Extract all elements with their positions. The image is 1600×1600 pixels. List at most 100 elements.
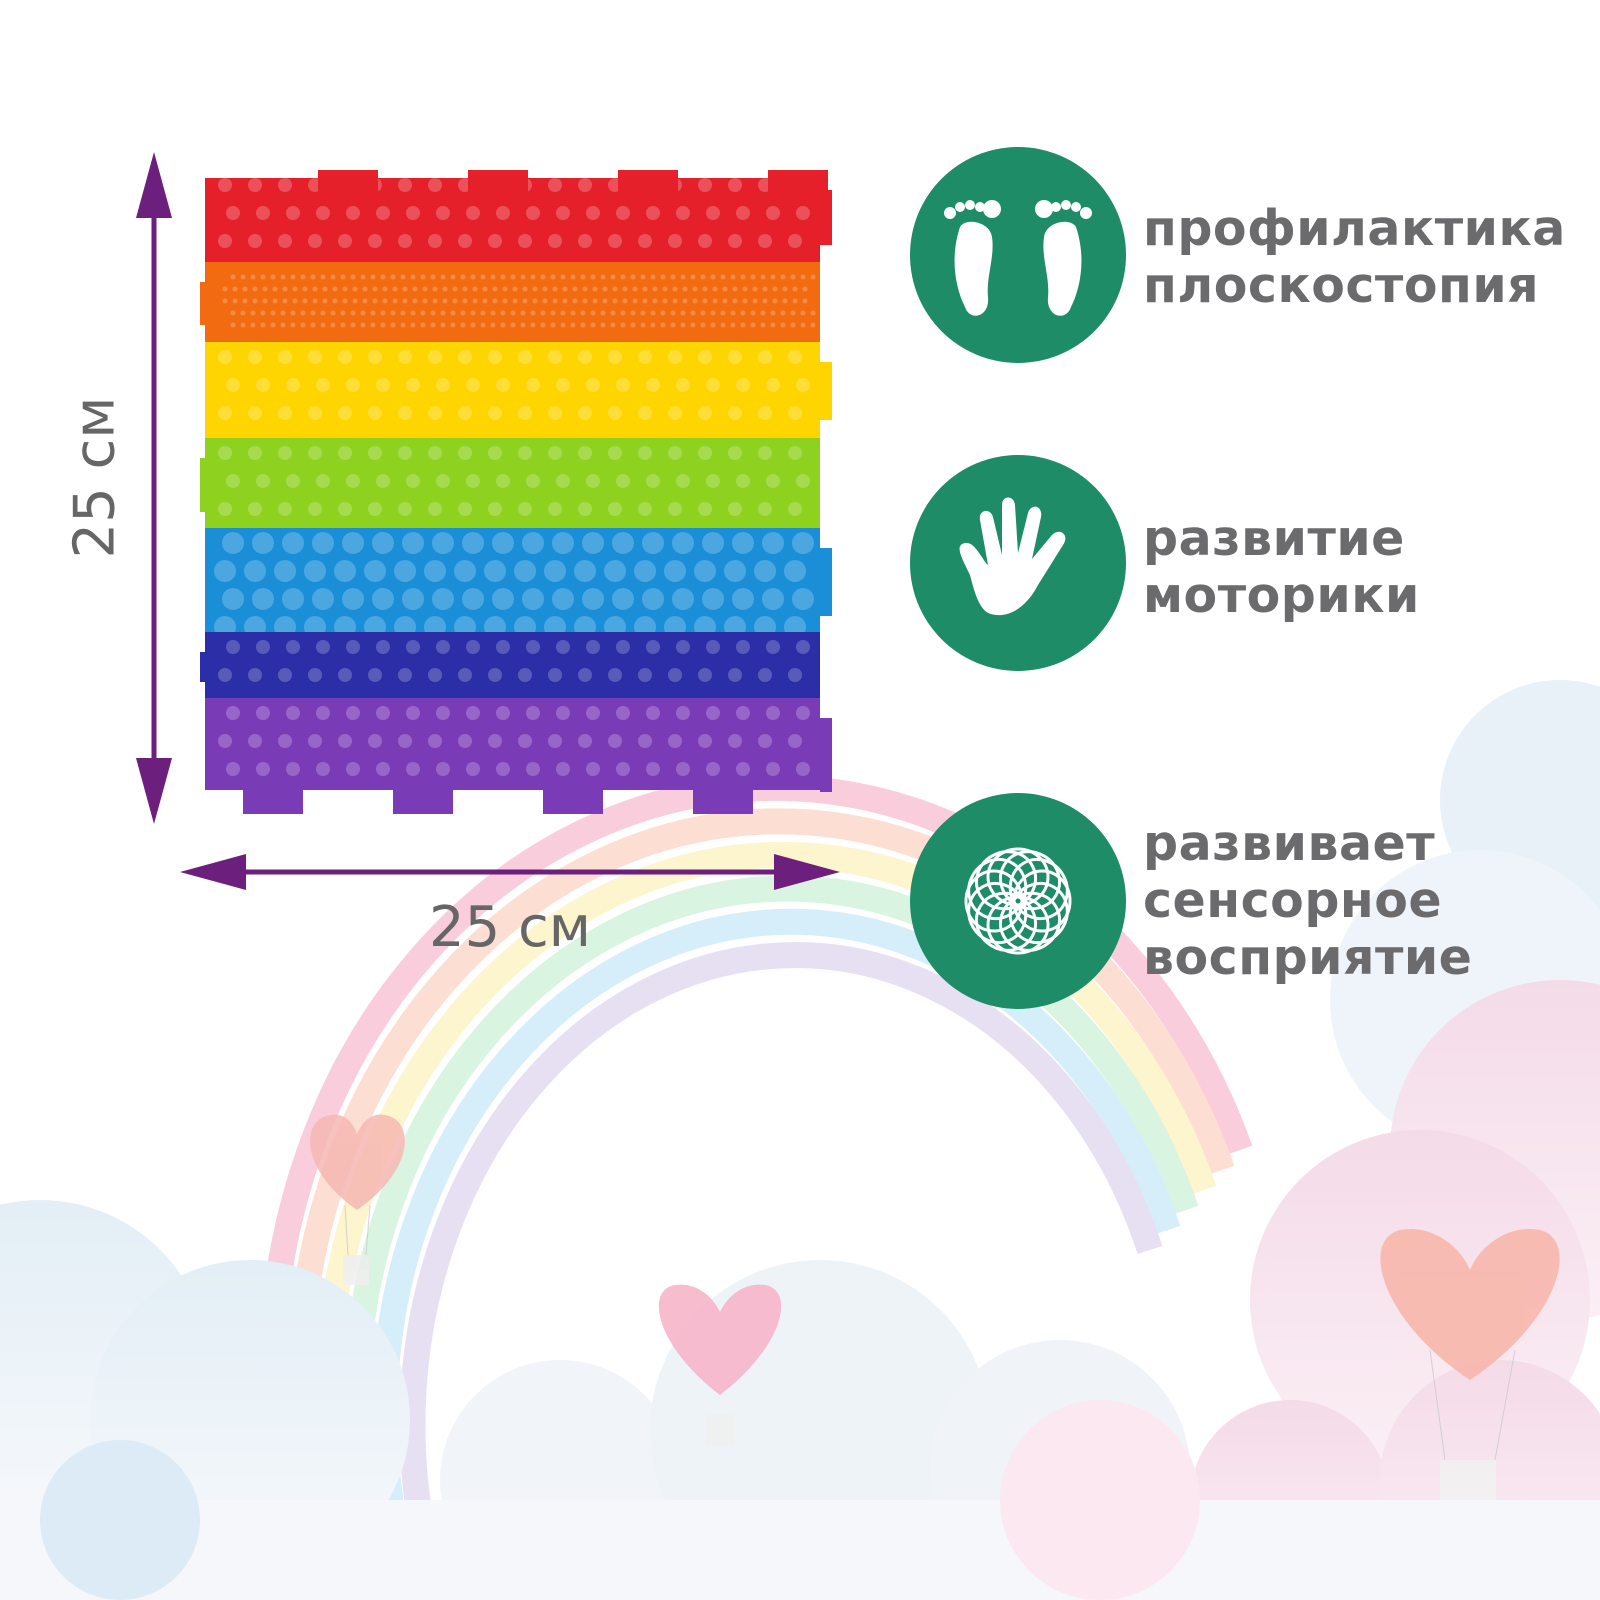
massage-bump [346,762,360,776]
massage-bump [242,298,248,304]
massage-bump [526,378,540,392]
massage-bump [600,322,606,328]
massage-bump [466,378,480,392]
puzzle-tab [820,362,832,420]
massage-bump [300,322,306,328]
massage-bump [500,322,506,328]
massage-bump [632,286,638,292]
massage-bump [638,406,652,420]
massage-bump [280,274,286,280]
massage-bump [698,350,712,364]
massage-bump [758,446,772,460]
massage-bump [572,286,578,292]
massage-bump [510,322,516,328]
massage-bump [458,668,472,682]
massage-bump [488,668,502,682]
massage-bump [668,502,682,516]
massage-bump [706,474,720,488]
massage-bump [330,310,336,316]
massage-bump [256,640,270,654]
massage-bump [810,322,816,328]
massage-bump [346,474,360,488]
massage-bump [256,206,270,220]
massage-bump [312,588,334,610]
massage-bump [398,446,412,460]
massage-bump [556,640,570,654]
massage-bump [376,206,390,220]
massage-bump [620,310,626,316]
massage-bump [278,406,292,420]
massage-bump [800,310,806,316]
massage-bump [452,298,458,304]
massage-bump [590,322,596,328]
massage-bump [440,322,446,328]
massage-bump [512,298,518,304]
massage-bump [790,274,796,280]
massage-bump [470,322,476,328]
massage-bump [732,298,738,304]
width-arrow [180,854,840,890]
massage-bump [530,310,536,316]
massage-bump [430,310,436,316]
massage-bump [282,298,288,304]
massage-bump [316,640,330,654]
massage-bump [552,588,574,610]
massage-bump [518,446,532,460]
massage-bump [590,310,596,316]
massage-bump [578,668,592,682]
massage-bump [662,286,668,292]
massage-bump [668,406,682,420]
massage-bump [720,322,726,328]
massage-bump [690,310,696,316]
massage-bump [232,298,238,304]
massage-bump [308,234,322,248]
massage-bump [256,762,270,776]
massage-bump [740,310,746,316]
massage-bump [562,286,568,292]
massage-bump [692,286,698,292]
massage-bump [400,322,406,328]
massage-bump [702,286,708,292]
massage-bump [226,474,240,488]
massage-bump [252,588,274,610]
massage-bump [458,234,472,248]
massage-bump [256,474,270,488]
massage-bump [518,350,532,364]
massage-bump [484,560,506,582]
massage-bump [360,310,366,316]
massage-bump [490,310,496,316]
massage-bump [222,588,244,610]
massage-bump [286,762,300,776]
massage-bump [784,560,806,582]
massage-bump [428,668,442,682]
mat-stripe [205,632,820,702]
massage-bump [248,350,262,364]
massage-bump [602,286,608,292]
massage-bump [292,298,298,304]
puzzle-tab [693,790,753,814]
massage-bump [488,502,502,516]
massage-bump [586,474,600,488]
massage-bump [758,350,772,364]
massage-bump [248,446,262,460]
massage-bump [556,474,570,488]
massage-bump [436,640,450,654]
massage-bump [580,322,586,328]
massage-bump [320,322,326,328]
massage-bump [634,560,656,582]
massage-bump [770,274,776,280]
massage-bump [706,378,720,392]
massage-bump [316,378,330,392]
massage-bump [376,706,390,720]
massage-bump [722,298,728,304]
massage-bump [792,298,798,304]
massage-bump [466,706,480,720]
massage-bump [226,762,240,776]
massage-bump [810,310,816,316]
massage-bump [308,350,322,364]
massage-bump [646,640,660,654]
massage-bump [582,532,604,554]
massage-bump [488,406,502,420]
massage-bump [728,350,742,364]
massage-bump [582,286,588,292]
